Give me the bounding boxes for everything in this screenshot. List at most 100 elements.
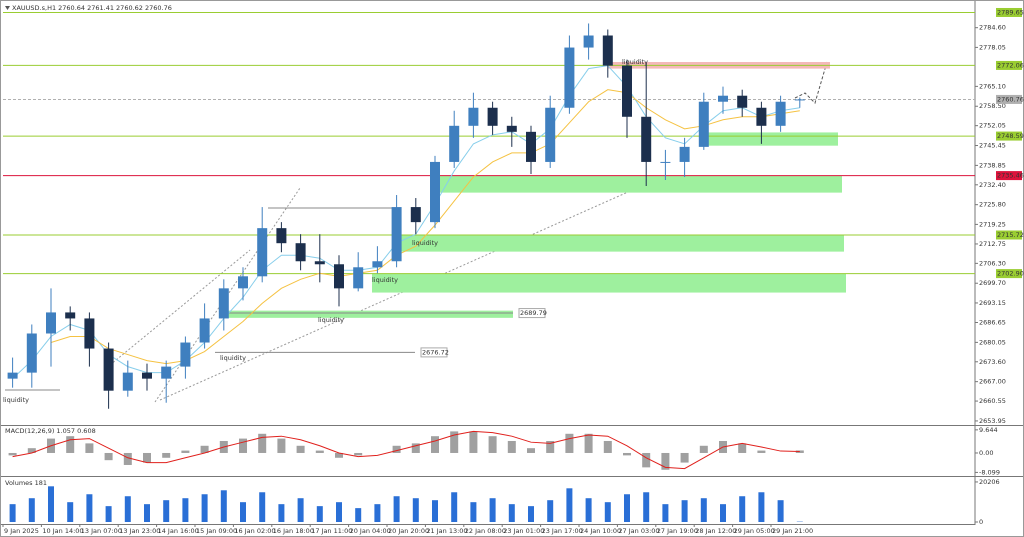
macd-bar xyxy=(335,452,343,458)
candle-body xyxy=(430,161,440,223)
volume-bar xyxy=(758,492,765,522)
y-tick-label: 0 xyxy=(979,518,983,526)
candle-body xyxy=(698,101,709,147)
volume-bar xyxy=(489,498,496,522)
candle-body xyxy=(449,125,460,162)
candle-body xyxy=(641,116,652,162)
volume-bar xyxy=(144,504,150,522)
menu-arrow xyxy=(5,6,10,10)
y-tick-label: 2784.60 xyxy=(979,24,1006,32)
symbol-title: XAUUSD.s,H1 2760.64 2761.41 2760.62 2760… xyxy=(12,4,172,12)
macd-bar xyxy=(123,452,132,465)
candle-body xyxy=(718,95,728,102)
candle-body xyxy=(142,372,152,379)
volume-bar xyxy=(681,500,688,522)
y-tick-label: 2699.70 xyxy=(979,279,1006,287)
macd-bar xyxy=(584,433,593,453)
x-tick-label: 16 Jan 02:00 xyxy=(234,527,275,535)
y-tick-label: 2680.05 xyxy=(979,338,1006,346)
volume-bar xyxy=(393,496,400,522)
y-tick-label: 2673.60 xyxy=(979,358,1006,366)
moving-average xyxy=(50,89,800,365)
x-tick-label: 22 Jan 08:00 xyxy=(465,527,506,535)
level-label: 2715.72 xyxy=(997,231,1024,239)
marker-label: 2676.72 xyxy=(422,348,449,356)
macd-bar xyxy=(527,448,535,453)
macd-bar xyxy=(603,440,612,453)
range-lines xyxy=(5,207,392,391)
macd-bar xyxy=(27,448,36,453)
macd-bar xyxy=(661,452,670,470)
candle-body xyxy=(545,107,556,162)
candle-body xyxy=(583,35,594,48)
volume-bar xyxy=(278,504,285,522)
candle-body xyxy=(26,333,37,373)
marker-box xyxy=(420,347,448,358)
macd-bar xyxy=(623,452,631,456)
level-label: 2748.59 xyxy=(997,132,1024,140)
macd-bar xyxy=(104,452,113,461)
volume-bar xyxy=(528,506,534,522)
x-tick-label: 10 Jan 14:00 xyxy=(42,527,83,535)
macd-bar xyxy=(200,445,209,453)
y-tick-label: 2778.05 xyxy=(979,43,1006,51)
level-label-box xyxy=(996,230,1022,240)
y-tick-label: 2667.00 xyxy=(979,378,1006,386)
volume-bar xyxy=(67,502,74,522)
macd-bar xyxy=(699,445,708,453)
x-tick-label: 24 Jan 10:00 xyxy=(580,527,621,535)
macd-bar xyxy=(757,450,766,453)
annotation: liquidity xyxy=(412,239,438,247)
volume-bar xyxy=(720,504,726,522)
level-label: 2702.90 xyxy=(997,270,1024,278)
volume-bar xyxy=(451,492,458,522)
macd-bar xyxy=(143,452,151,463)
volume-bar xyxy=(643,492,650,522)
macd-bar xyxy=(315,450,324,453)
macd-bar xyxy=(85,443,94,453)
volume-bar xyxy=(777,500,784,522)
volume-bar xyxy=(9,504,16,522)
candle-body xyxy=(314,261,325,265)
candle-body xyxy=(487,107,498,126)
macd-bar xyxy=(738,443,747,453)
candle-body xyxy=(372,261,383,268)
level-label-box xyxy=(996,131,1022,141)
macd-bar xyxy=(469,431,478,453)
y-tick-label: 2712.75 xyxy=(979,240,1006,248)
volume-bar xyxy=(412,498,419,522)
y-tick-label: 2738.85 xyxy=(979,161,1006,169)
level-label-box xyxy=(996,171,1022,181)
projection xyxy=(794,61,828,104)
candle-body xyxy=(180,342,191,367)
level-label: 2760.76 xyxy=(997,95,1024,103)
macd-bar xyxy=(8,452,17,456)
candle-body xyxy=(468,107,479,126)
macd-bar xyxy=(431,436,439,453)
candle-body xyxy=(7,372,18,379)
candle-body xyxy=(334,264,344,289)
candle-body xyxy=(506,125,517,132)
volume-bar xyxy=(220,490,227,522)
y-tick-label: 2752.05 xyxy=(979,122,1006,130)
level-label-box xyxy=(996,94,1022,104)
volume-bar xyxy=(48,486,54,522)
candle-body xyxy=(84,318,95,349)
y-tick-label: 2660.55 xyxy=(979,397,1006,405)
x-tick-label: 15 Jan 09:00 xyxy=(196,527,237,535)
y-tick-label: -8.099 xyxy=(979,468,1000,476)
liquidity-zone xyxy=(400,235,844,252)
x-tick-label: 29 Jan 05:00 xyxy=(734,527,775,535)
candle-body xyxy=(238,276,248,289)
candle-body xyxy=(737,95,748,108)
volume-bar xyxy=(374,504,381,522)
annotation: liquidity xyxy=(220,354,246,362)
liquidity-zone xyxy=(700,132,838,146)
macd-bar xyxy=(239,438,247,453)
x-tick-label: 21 Jan 13:00 xyxy=(426,527,467,535)
candle-body xyxy=(756,107,767,126)
x-tick-label: 13 Jan 23:00 xyxy=(119,527,160,535)
volume-bar xyxy=(86,494,93,522)
macd-bar xyxy=(488,436,497,453)
